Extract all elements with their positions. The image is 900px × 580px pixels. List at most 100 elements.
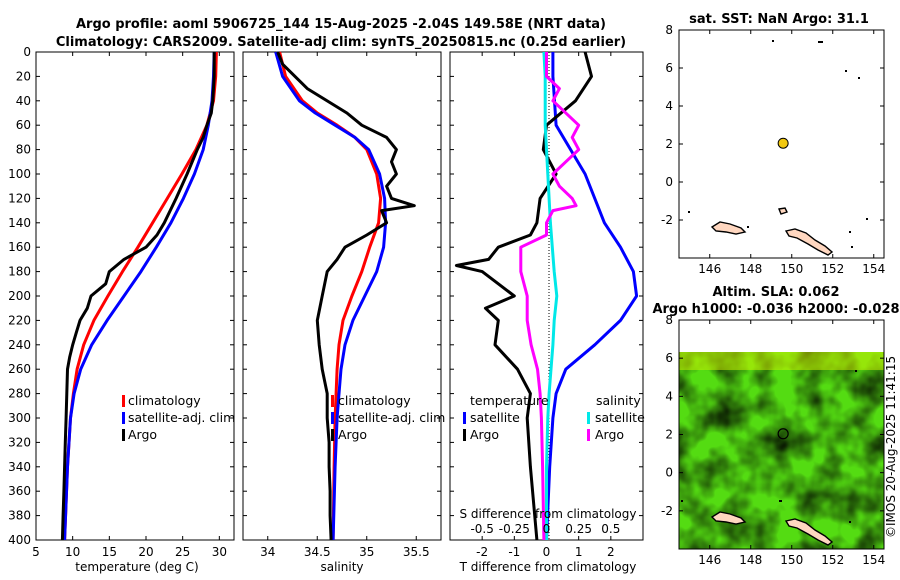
legend-label-s-satellite: satellite — [595, 410, 645, 425]
depth-tick-label: 380 — [8, 509, 31, 523]
map-x-tick-label: 150 — [780, 262, 803, 276]
map-speck — [688, 211, 690, 213]
sla-map-coastline — [710, 511, 834, 546]
map-y-tick-label: 6 — [665, 351, 673, 365]
depth-tick-label: 400 — [8, 533, 31, 547]
legend-swatch-s-argo — [587, 429, 590, 441]
island-new-ireland — [710, 511, 747, 525]
x-tick-label: 10 — [65, 545, 80, 559]
difference-series — [454, 52, 639, 540]
x-tick-label: 1 — [575, 545, 583, 559]
map-y-tick-label: 6 — [665, 61, 673, 75]
island-new-britain — [784, 518, 834, 546]
map-speck — [845, 70, 847, 72]
map-speck — [849, 231, 851, 233]
x-tick-label: 30 — [212, 545, 227, 559]
map-x-tick-label: 152 — [821, 262, 844, 276]
legend-label-satellite: satellite-adj. clim — [338, 410, 445, 425]
map-speck — [818, 41, 823, 43]
argo-float-marker — [777, 137, 789, 149]
legend-swatch-t-satellite — [463, 412, 466, 424]
map-speck — [855, 370, 857, 372]
s-diff-tick-label: 0.5 — [601, 522, 620, 536]
x-tick-label: 25 — [175, 545, 190, 559]
map-speck — [866, 218, 868, 220]
map-y-tick-label: -2 — [661, 504, 673, 518]
x-tick-label: -1 — [508, 545, 520, 559]
figure-title-line1: Argo profile: aoml 5906725_144 15-Aug-20… — [76, 17, 606, 32]
depth-axis-ticks: 0 20 40 60 80 100 120 140 160 180 200 220 240 260 280 3… — [8, 45, 643, 547]
legend-label-satellite: satellite-adj. clim — [128, 410, 235, 425]
series-line-satellite-adj-clim — [63, 51, 216, 541]
temperature-series — [60, 51, 218, 541]
sst-map: 146 148 150 152 154 -2 0 2 4 6 8 — [661, 23, 885, 276]
x-tick-label: 34.5 — [304, 545, 331, 559]
map-speck — [851, 246, 853, 248]
series-line-satellite-adj-clim — [274, 51, 388, 541]
series-line-s-argo — [519, 52, 581, 540]
imos-timestamp: ©IMOS 20-Aug-2025 11:41:15 — [884, 356, 898, 538]
legend-header-temperature: temperature — [470, 393, 549, 408]
depth-tick-label: 300 — [8, 411, 31, 425]
depth-tick-label: 40 — [16, 94, 31, 108]
depth-tick-label: 260 — [8, 362, 31, 376]
depth-tick-label: 220 — [8, 313, 31, 327]
sst-map-ticks: 146 148 150 152 154 -2 0 2 4 6 8 — [661, 23, 885, 276]
depth-tick-label: 360 — [8, 484, 31, 498]
series-line-argo — [60, 52, 216, 541]
sla-map-title-line1: Altim. SLA: 0.062 — [713, 285, 840, 300]
map-x-tick-label: 154 — [862, 262, 885, 276]
sst-map-coastline — [710, 207, 834, 256]
x-tick-label: 35 — [359, 545, 374, 559]
figure-title-line2: Climatology: CARS2009. Satellite-adj cli… — [56, 35, 626, 50]
sla-map-specks — [681, 370, 857, 523]
x-tick-label: -2 — [476, 545, 488, 559]
depth-tick-label: 120 — [8, 191, 31, 205]
s-diff-tick-label: -0.25 — [499, 522, 530, 536]
map-x-tick-label: 152 — [821, 553, 844, 567]
legend-label-climatology: climatology — [338, 393, 411, 408]
legend-swatch-argo — [122, 429, 125, 441]
island-new-britain — [784, 228, 834, 256]
map-y-tick-label: 2 — [665, 428, 673, 442]
map-y-tick-label: 4 — [665, 99, 673, 113]
map-speck — [779, 500, 782, 502]
island-small — [778, 207, 788, 215]
legend-swatch-satellite — [331, 412, 334, 424]
series-line-t-satellite — [545, 52, 639, 540]
temperature-legend: climatology satellite-adj. clim Argo — [122, 393, 235, 442]
map-y-tick-label: 2 — [665, 137, 673, 151]
legend-swatch-climatology — [331, 395, 334, 407]
depth-tick-label: 160 — [8, 240, 31, 254]
map-speck — [747, 226, 749, 228]
s-diff-tick-label: 0 — [543, 522, 551, 536]
sst-map-title: sat. SST: NaN Argo: 31.1 — [689, 12, 869, 27]
legend-label-argo: Argo — [338, 427, 367, 442]
legend-swatch-s-satellite — [587, 412, 590, 424]
sla-map-ticks: 146 148 150 152 154 -2 0 2 4 6 8 — [661, 313, 885, 567]
legend-swatch-argo — [331, 429, 334, 441]
salinity-panel-frame — [242, 51, 442, 541]
s-difference-axis-label: S difference from climatology — [460, 507, 637, 521]
legend-label-t-argo: Argo — [470, 427, 499, 442]
difference-legend: temperature salinity satellite Argo sate… — [463, 393, 645, 442]
sla-map: 146 148 150 152 154 -2 0 2 4 6 8 — [661, 313, 885, 567]
x-tick-label: 15 — [102, 545, 117, 559]
t-difference-axis-label: T difference from climatology — [459, 560, 637, 574]
map-y-tick-label: 0 — [665, 466, 673, 480]
sla-map-title-line2: Argo h1000: -0.036 h2000: -0.028 — [652, 302, 899, 317]
x-tick-label: 34 — [260, 545, 275, 559]
series-line-t-argo — [454, 52, 593, 540]
map-y-tick-label: 8 — [665, 23, 673, 37]
legend-header-salinity: salinity — [596, 393, 641, 408]
depth-tick-label: 140 — [8, 216, 31, 230]
map-y-tick-label: 4 — [665, 389, 673, 403]
depth-tick-label: 320 — [8, 435, 31, 449]
map-speck — [849, 521, 851, 523]
x-tick-label: 20 — [138, 545, 153, 559]
legend-swatch-climatology — [122, 395, 125, 407]
legend-label-argo: Argo — [128, 427, 157, 442]
map-speck — [772, 40, 774, 42]
map-y-tick-label: -2 — [661, 213, 673, 227]
